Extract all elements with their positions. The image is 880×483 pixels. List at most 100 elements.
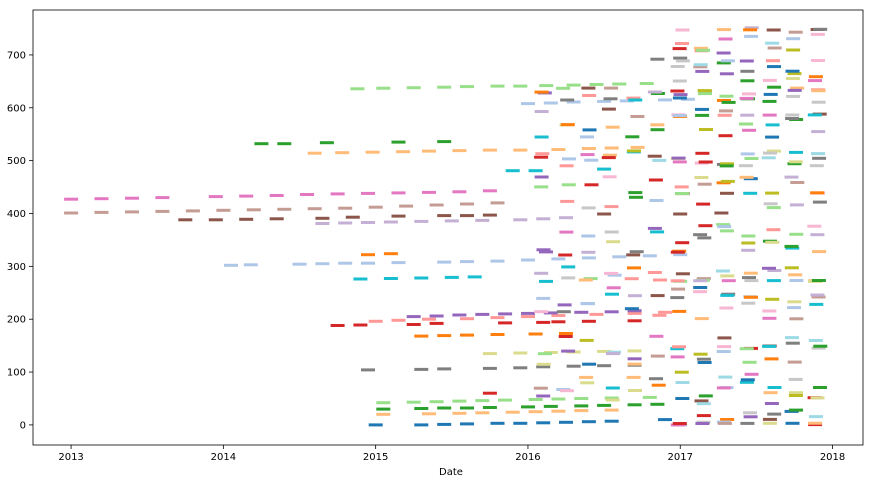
data-point [699, 128, 713, 131]
data-point [741, 301, 756, 305]
data-point [739, 347, 754, 351]
data-point [581, 302, 595, 306]
data-point [556, 86, 571, 90]
data-point [414, 407, 429, 410]
data-point [376, 401, 391, 405]
data-point [766, 206, 781, 210]
data-point [482, 391, 497, 395]
data-point [766, 279, 781, 283]
data-point [785, 421, 800, 425]
data-point [300, 193, 315, 196]
data-point [269, 217, 284, 221]
data-point [743, 28, 758, 32]
data-point [765, 240, 780, 244]
data-point [627, 149, 641, 153]
data-point [605, 386, 620, 390]
data-point [422, 412, 436, 416]
y-tick-label: 300 [7, 262, 26, 273]
data-point [672, 160, 687, 164]
data-point [521, 311, 535, 315]
data-point [429, 321, 444, 325]
data-point [743, 415, 758, 419]
data-point [762, 344, 777, 348]
data-point [559, 230, 574, 234]
data-point [787, 72, 802, 76]
data-point [482, 189, 497, 193]
data-point [536, 365, 551, 369]
data-point [767, 149, 781, 153]
data-point [612, 82, 627, 86]
y-axis-ticks: 0 100 200 300 400 500 600 700 [7, 50, 33, 431]
data-point [627, 294, 642, 298]
data-point [559, 332, 573, 335]
data-point [720, 59, 735, 63]
data-point [788, 377, 803, 381]
data-point [338, 261, 353, 265]
data-point [629, 250, 644, 254]
data-point [650, 230, 665, 234]
data-point [673, 253, 688, 257]
data-point [670, 279, 685, 283]
data-point [536, 320, 551, 324]
data-point [765, 123, 780, 127]
data-point [789, 279, 804, 282]
data-point [698, 394, 713, 398]
x-tick-label: 2017 [668, 452, 693, 463]
data-point [361, 253, 375, 257]
data-point [452, 399, 467, 403]
data-point [627, 309, 642, 313]
data-point [581, 147, 596, 150]
data-point [630, 145, 645, 149]
data-point [673, 56, 688, 60]
data-point [658, 310, 672, 314]
data-point [292, 262, 307, 266]
data-point [566, 83, 581, 87]
data-point [452, 313, 467, 317]
data-point [674, 185, 689, 189]
data-point [811, 130, 826, 134]
data-point [744, 34, 759, 38]
data-point [414, 334, 429, 338]
data-point [399, 204, 414, 208]
data-point [762, 421, 777, 425]
data-point [513, 148, 528, 152]
data-point [720, 293, 735, 297]
data-point [812, 250, 827, 254]
data-point [581, 206, 596, 210]
data-point [556, 310, 571, 314]
data-point [744, 295, 758, 299]
data-point [813, 27, 828, 31]
data-point [696, 202, 711, 206]
data-point [787, 306, 801, 310]
data-point [743, 271, 758, 275]
data-point [762, 78, 777, 82]
data-point [368, 319, 383, 323]
data-point [739, 59, 754, 63]
data-point [604, 396, 619, 400]
data-point [368, 205, 383, 209]
data-point [718, 37, 733, 41]
data-point [561, 349, 576, 353]
data-point [762, 266, 776, 270]
data-point [811, 89, 826, 93]
data-point [766, 228, 781, 232]
data-point [561, 276, 576, 280]
data-point [460, 422, 474, 426]
data-point [627, 311, 642, 315]
data-point [535, 152, 550, 156]
data-point [437, 214, 452, 218]
data-point [812, 200, 827, 204]
data-point [582, 128, 597, 132]
data-point [543, 404, 558, 408]
data-point [810, 233, 825, 237]
data-point [762, 309, 777, 313]
data-point [809, 164, 824, 168]
data-point [762, 113, 777, 117]
data-point [559, 420, 573, 424]
data-point [376, 86, 391, 90]
data-point [208, 195, 223, 199]
data-point [559, 164, 574, 168]
data-point [605, 125, 620, 129]
data-point [693, 290, 708, 294]
